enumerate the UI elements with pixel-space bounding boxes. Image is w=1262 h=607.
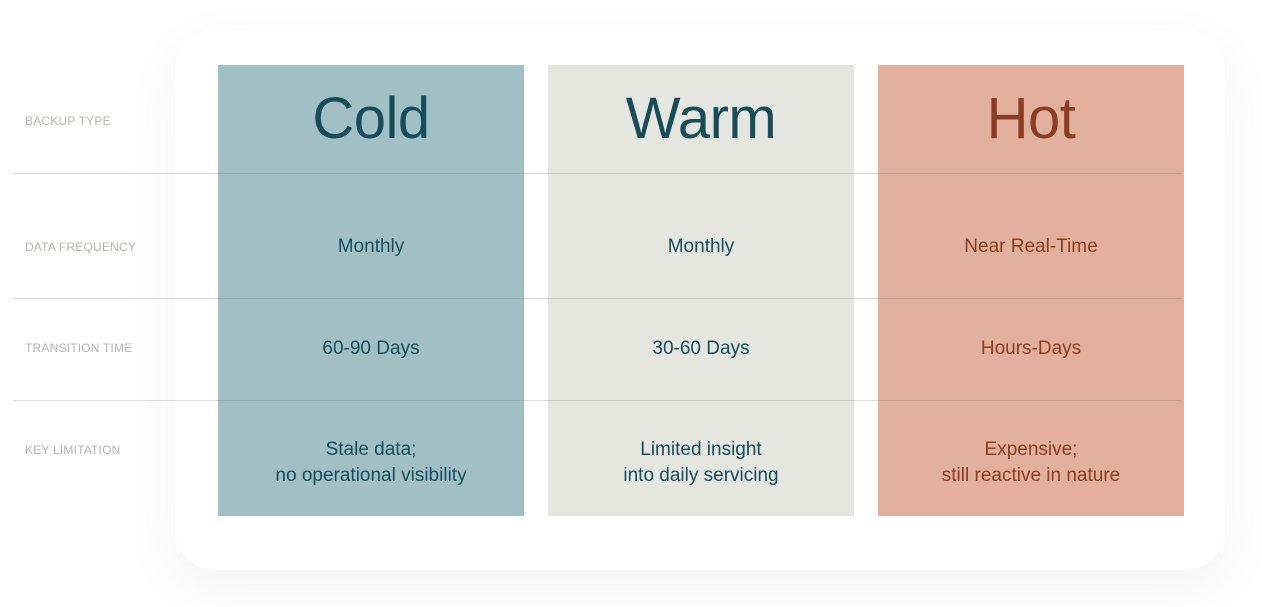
row-label-transition-time: TRANSITION TIME: [25, 341, 133, 355]
data-frequency-hot: Near Real-Time: [964, 236, 1098, 257]
key-limitation-line: into daily servicing: [623, 465, 779, 486]
key-limitation-line: still reactive in nature: [941, 465, 1121, 486]
row-label-key-limitation: KEY LIMITATION: [25, 443, 121, 457]
key-limitation-line: Expensive;: [984, 439, 1078, 460]
column-warm: [548, 65, 854, 516]
data-frequency-cold: Monthly: [337, 236, 405, 257]
row-label-data-frequency: DATA FREQUENCY: [25, 240, 137, 254]
row-divider: [13, 298, 1181, 299]
key-limitation-line: no operational visibility: [275, 465, 467, 486]
key-limitation-line: Limited insight: [640, 439, 762, 460]
backup-type-title-warm: Warm: [625, 86, 777, 151]
key-limitation-warm: Limited insight into daily servicing: [548, 437, 854, 489]
key-limitation-cold: Stale data; no operational visibility: [218, 437, 524, 489]
row-divider: [13, 400, 1181, 401]
backup-type-title-cold: Cold: [312, 86, 430, 151]
transition-time-warm: 30-60 Days: [652, 338, 750, 359]
row-label-backup-type: BACKUP TYPE: [25, 114, 111, 128]
transition-time-hot: Hours-Days: [980, 338, 1082, 359]
data-frequency-warm: Monthly: [667, 236, 735, 257]
key-limitation-hot: Expensive; still reactive in nature: [878, 437, 1184, 489]
key-limitation-line: Stale data;: [325, 439, 417, 460]
column-hot: [878, 65, 1184, 516]
backup-type-title-hot: Hot: [986, 86, 1076, 151]
row-divider: [13, 173, 1181, 174]
transition-time-cold: 60-90 Days: [322, 338, 420, 359]
column-cold: [218, 65, 524, 516]
